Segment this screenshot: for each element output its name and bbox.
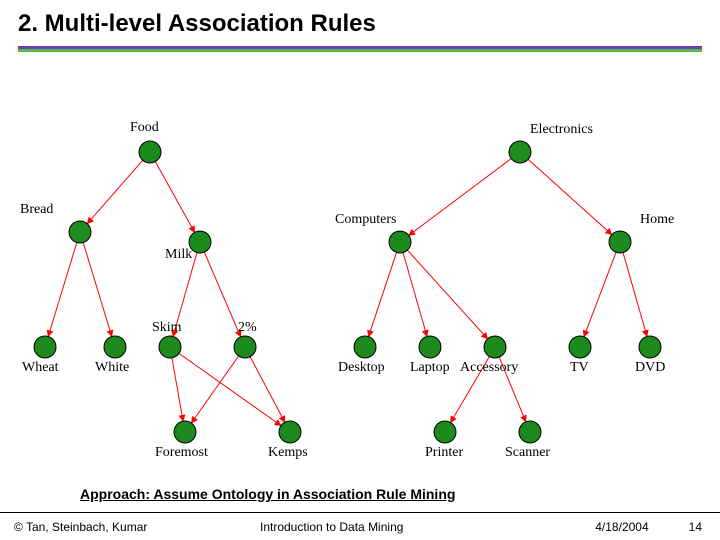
edge-computers-desktop bbox=[368, 252, 396, 336]
footer-center: Introduction to Data Mining bbox=[220, 520, 595, 534]
node-foremost bbox=[174, 421, 196, 443]
label-tv: TV bbox=[570, 360, 589, 376]
node-scanner bbox=[519, 421, 541, 443]
node-computers bbox=[389, 231, 411, 253]
node-white bbox=[104, 336, 126, 358]
diagram-svg bbox=[0, 52, 720, 472]
footer-copyright: © Tan, Steinbach, Kumar bbox=[0, 520, 220, 534]
label-home: Home bbox=[640, 212, 674, 228]
slide-footer: © Tan, Steinbach, Kumar Introduction to … bbox=[0, 512, 720, 540]
label-accessory: Accessory bbox=[460, 360, 518, 376]
label-desktop: Desktop bbox=[338, 360, 385, 376]
label-electronics: Electronics bbox=[530, 122, 593, 138]
edge-bread-white bbox=[83, 243, 112, 337]
footer-page: 14 bbox=[689, 520, 720, 534]
node-tv bbox=[569, 336, 591, 358]
edge-home-dvd bbox=[623, 253, 647, 337]
edge-computers-laptop bbox=[403, 253, 427, 337]
node-dvd bbox=[639, 336, 661, 358]
edge-computers-accessory bbox=[407, 250, 487, 339]
node-2pct bbox=[234, 336, 256, 358]
footer-date: 4/18/2004 bbox=[595, 520, 688, 534]
label-white: White bbox=[95, 360, 129, 376]
node-home bbox=[609, 231, 631, 253]
edge-bread-wheat bbox=[48, 243, 77, 337]
node-desktop bbox=[354, 336, 376, 358]
node-skim bbox=[159, 336, 181, 358]
edge-food-bread bbox=[87, 160, 143, 223]
approach-text: Approach: Assume Ontology in Association… bbox=[80, 486, 455, 502]
label-laptop: Laptop bbox=[410, 360, 450, 376]
edge-food-milk bbox=[155, 162, 194, 233]
label-wheat: Wheat bbox=[22, 360, 59, 376]
node-printer bbox=[434, 421, 456, 443]
node-kemps bbox=[279, 421, 301, 443]
edge-electronics-computers bbox=[409, 159, 511, 236]
label-dvd: DVD bbox=[635, 360, 665, 376]
label-foremost: Foremost bbox=[155, 445, 208, 461]
node-bread bbox=[69, 221, 91, 243]
node-accessory bbox=[484, 336, 506, 358]
edge-skim-foremost bbox=[172, 358, 183, 421]
label-scanner: Scanner bbox=[505, 445, 550, 461]
label-bread: Bread bbox=[20, 202, 53, 218]
page-title: 2. Multi-level Association Rules bbox=[0, 0, 720, 38]
node-laptop bbox=[419, 336, 441, 358]
node-food bbox=[139, 141, 161, 163]
label-kemps: Kemps bbox=[268, 445, 308, 461]
label-food: Food bbox=[130, 120, 159, 136]
label-2pct: 2% bbox=[238, 320, 257, 336]
edge-skim-kemps bbox=[179, 353, 281, 425]
edge-electronics-home bbox=[528, 159, 612, 234]
hierarchy-diagram: FoodBreadMilkWheatWhiteSkim2%ForemostKem… bbox=[0, 52, 720, 452]
label-computers: Computers bbox=[335, 212, 396, 228]
edge-milk-2pct bbox=[204, 252, 240, 337]
label-milk: Milk bbox=[165, 247, 192, 263]
edge-2pct-foremost bbox=[191, 356, 238, 423]
label-skim: Skim bbox=[152, 320, 182, 336]
node-electronics bbox=[509, 141, 531, 163]
label-printer: Printer bbox=[425, 445, 463, 461]
node-wheat bbox=[34, 336, 56, 358]
edge-home-tv bbox=[584, 252, 616, 336]
edge-2pct-kemps bbox=[250, 357, 285, 423]
node-milk bbox=[189, 231, 211, 253]
